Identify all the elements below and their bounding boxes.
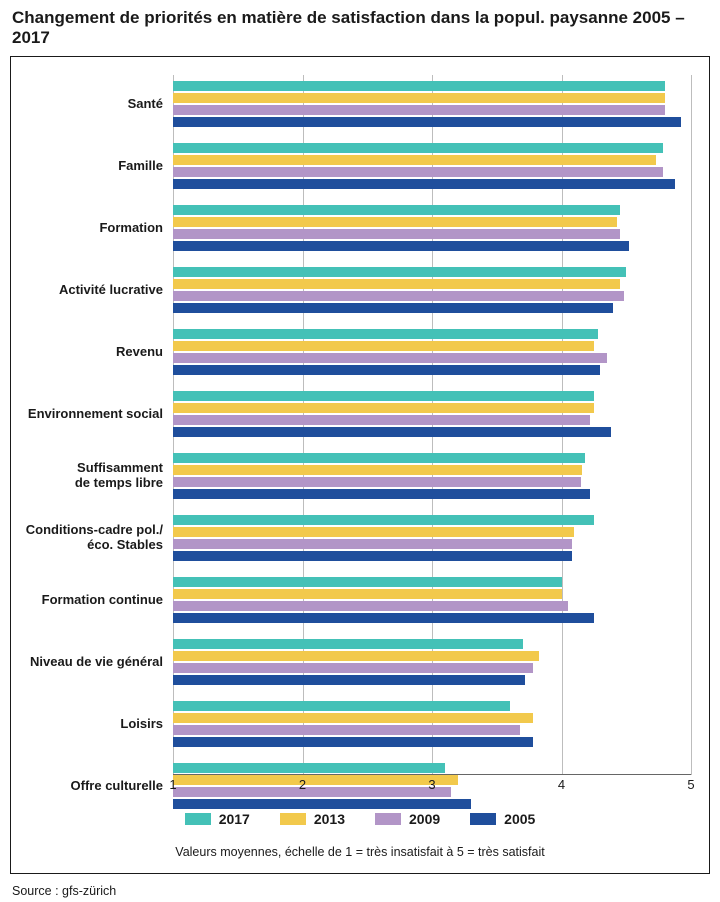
bar: [173, 279, 620, 289]
bar: [173, 179, 675, 189]
category-label: Santé: [23, 97, 163, 112]
category-label: Environnement social: [23, 407, 163, 422]
bar: [173, 217, 617, 227]
x-tick-label: 5: [687, 777, 694, 792]
legend-item: 2017: [185, 811, 250, 827]
legend-item: 2013: [280, 811, 345, 827]
bar: [173, 799, 471, 809]
x-tick-label: 4: [558, 777, 565, 792]
bar: [173, 477, 581, 487]
bar: [173, 303, 613, 313]
source-text: Source : gfs-zürich: [12, 884, 710, 898]
bar: [173, 577, 562, 587]
bar: [173, 639, 523, 649]
bar: [173, 241, 629, 251]
bar: [173, 713, 533, 723]
bar: [173, 737, 533, 747]
bar: [173, 675, 525, 685]
bar: [173, 613, 594, 623]
bar: [173, 415, 590, 425]
bar: [173, 651, 539, 661]
bar: [173, 515, 594, 525]
bar: [173, 427, 611, 437]
bar: [173, 465, 582, 475]
legend-swatch: [280, 813, 306, 825]
bar: [173, 143, 663, 153]
bar: [173, 93, 665, 103]
category-label: Formation continue: [23, 593, 163, 608]
bar: [173, 81, 665, 91]
bar: [173, 725, 520, 735]
bar: [173, 663, 533, 673]
legend-label: 2009: [409, 811, 440, 827]
category-label: Niveau de vie général: [23, 655, 163, 670]
category-label: Activité lucrative: [23, 283, 163, 298]
bar: [173, 701, 510, 711]
bar: [173, 267, 626, 277]
chart-footnote: Valeurs moyennes, échelle de 1 = très in…: [23, 845, 697, 859]
bar: [173, 365, 600, 375]
bar: [173, 329, 598, 339]
bar: [173, 341, 594, 351]
bar: [173, 763, 445, 773]
bar: [173, 353, 607, 363]
bar: [173, 589, 562, 599]
bar: [173, 527, 574, 537]
legend-swatch: [470, 813, 496, 825]
legend-label: 2017: [219, 811, 250, 827]
legend-label: 2005: [504, 811, 535, 827]
legend-item: 2005: [470, 811, 535, 827]
chart-title: Changement de priorités en matière de sa…: [12, 8, 710, 48]
bar: [173, 391, 594, 401]
legend-swatch: [375, 813, 401, 825]
category-label: Revenu: [23, 345, 163, 360]
gridline: [691, 75, 692, 775]
bar: [173, 117, 681, 127]
bar: [173, 453, 585, 463]
bar: [173, 205, 620, 215]
bar: [173, 291, 624, 301]
category-label: Famille: [23, 159, 163, 174]
category-label: Suffisammentde temps libre: [23, 461, 163, 491]
x-tick-label: 1: [169, 777, 176, 792]
plot-area: Santé Famille Formation Activité lucrative R…: [23, 75, 697, 775]
bar: [173, 229, 620, 239]
chart-container: Changement de priorités en matière de sa…: [0, 0, 720, 902]
x-tick-label: 2: [299, 777, 306, 792]
category-label: Loisirs: [23, 717, 163, 732]
bar: [173, 489, 590, 499]
legend-swatch: [185, 813, 211, 825]
x-tick-label: 3: [428, 777, 435, 792]
bar: [173, 601, 568, 611]
bar: [173, 539, 572, 549]
bar: [173, 167, 663, 177]
category-label: Formation: [23, 221, 163, 236]
bar: [173, 403, 594, 413]
plot-frame: Santé Famille Formation Activité lucrative R…: [10, 56, 710, 874]
legend-label: 2013: [314, 811, 345, 827]
legend-item: 2009: [375, 811, 440, 827]
bar: [173, 105, 665, 115]
x-axis: 1 2 3 4 5: [23, 775, 697, 797]
bar: [173, 155, 656, 165]
legend: 2017 2013 2009 2005: [23, 811, 697, 827]
bar: [173, 551, 572, 561]
category-label: Conditions-cadre pol./éco. Stables: [23, 523, 163, 553]
